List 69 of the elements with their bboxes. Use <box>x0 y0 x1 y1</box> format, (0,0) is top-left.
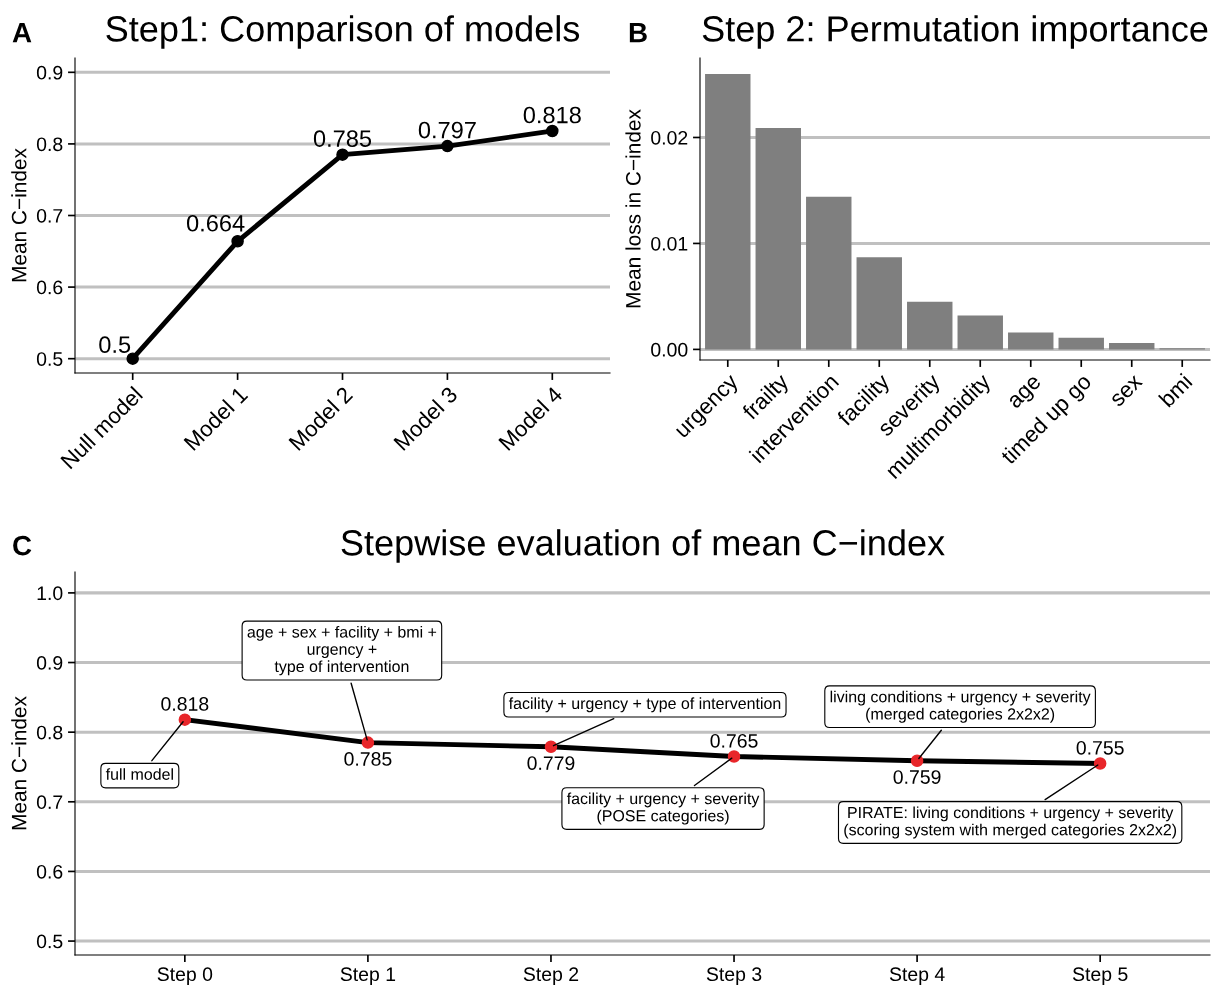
chart-title: Step1: Comparison of models <box>106 15 580 49</box>
point <box>336 148 349 161</box>
bar <box>705 73 751 350</box>
y-axis-title: Mean loss in C−index <box>625 109 641 308</box>
data-label: 0.779 <box>527 756 575 771</box>
y-tick-label: 0.6 <box>36 864 63 879</box>
annotation: age + sex + facility + bmi + urgency + type of intervention <box>247 625 437 676</box>
x-tick-label: age <box>1008 375 1045 412</box>
point <box>544 740 558 754</box>
x-tick-label: Step 2 <box>523 967 579 985</box>
data-label: 0.818 <box>161 697 209 711</box>
chart-title: Step 2: Permutation importance <box>702 15 1208 49</box>
x-tick-label: Step 1 <box>340 967 396 985</box>
bar <box>806 196 852 350</box>
bar <box>957 315 1003 350</box>
data-label: 0.797 <box>418 121 476 139</box>
x-tick-label: Step 5 <box>1072 967 1128 985</box>
point <box>361 736 375 749</box>
annotation: facility + urgency + severity (POSE categories) <box>566 792 760 825</box>
y-tick-label: 0.9 <box>36 656 63 670</box>
y-tick-label: 1.0 <box>37 586 63 601</box>
bar <box>1008 332 1054 350</box>
y-tick-label: 0.7 <box>36 208 63 223</box>
annotation: full model <box>105 768 173 780</box>
y-tick-label: 0.7 <box>36 795 63 810</box>
bar <box>907 301 953 350</box>
annotation: PIRATE: living conditions + urgency + severity (scoring system with merged categories 2x2x2) <box>844 806 1177 839</box>
data-label: 0.765 <box>710 733 758 748</box>
point <box>910 754 924 767</box>
y-tick-label: 0.8 <box>36 137 63 152</box>
annotation: living conditions + urgency + severity (merged categories 2x2x2) <box>830 690 1091 723</box>
data-label: 0.755 <box>1076 740 1124 755</box>
data-label: 0.759 <box>893 770 941 784</box>
point <box>126 352 139 365</box>
point <box>441 139 454 153</box>
y-tick-label: 0.00 <box>651 342 688 357</box>
y-tick-label: 0.5 <box>36 352 63 366</box>
annotation: facility + urgency + type of intervention <box>508 697 781 713</box>
point <box>178 713 192 726</box>
data-label: 0.818 <box>523 106 581 124</box>
y-tick-label: 0.5 <box>36 934 63 949</box>
y-tick-label: 0.6 <box>36 280 63 295</box>
text: A <box>12 23 32 43</box>
text: B <box>629 23 647 43</box>
text: C <box>13 535 32 556</box>
bar <box>755 127 801 350</box>
y-tick-label: 0.8 <box>36 725 63 740</box>
x-tick-label: bmi <box>1157 372 1193 408</box>
x-tick-label: sex <box>1110 374 1144 408</box>
data-label: 0.664 <box>186 214 245 232</box>
bar <box>856 257 902 350</box>
bar <box>1109 343 1155 350</box>
y-axis-title: Mean C−index <box>11 696 27 830</box>
point <box>1093 757 1107 770</box>
y-tick-label: 0.9 <box>36 65 63 80</box>
x-tick-label: Step 4 <box>889 967 945 985</box>
point <box>727 750 741 763</box>
x-tick-label: Step 0 <box>157 967 213 985</box>
point <box>546 124 559 138</box>
y-tick-label: 0.01 <box>651 236 688 251</box>
chart-title: Stepwise evaluation of mean C−index <box>341 529 945 563</box>
x-tick-label: Step 3 <box>706 967 762 985</box>
data-label: 0.5 <box>99 336 131 354</box>
y-axis-title: Mean C−index <box>11 148 27 282</box>
data-label: 0.785 <box>344 752 392 766</box>
point <box>231 235 244 248</box>
data-label: 0.785 <box>313 130 372 147</box>
bar <box>1058 337 1104 350</box>
y-tick-label: 0.02 <box>651 130 688 145</box>
